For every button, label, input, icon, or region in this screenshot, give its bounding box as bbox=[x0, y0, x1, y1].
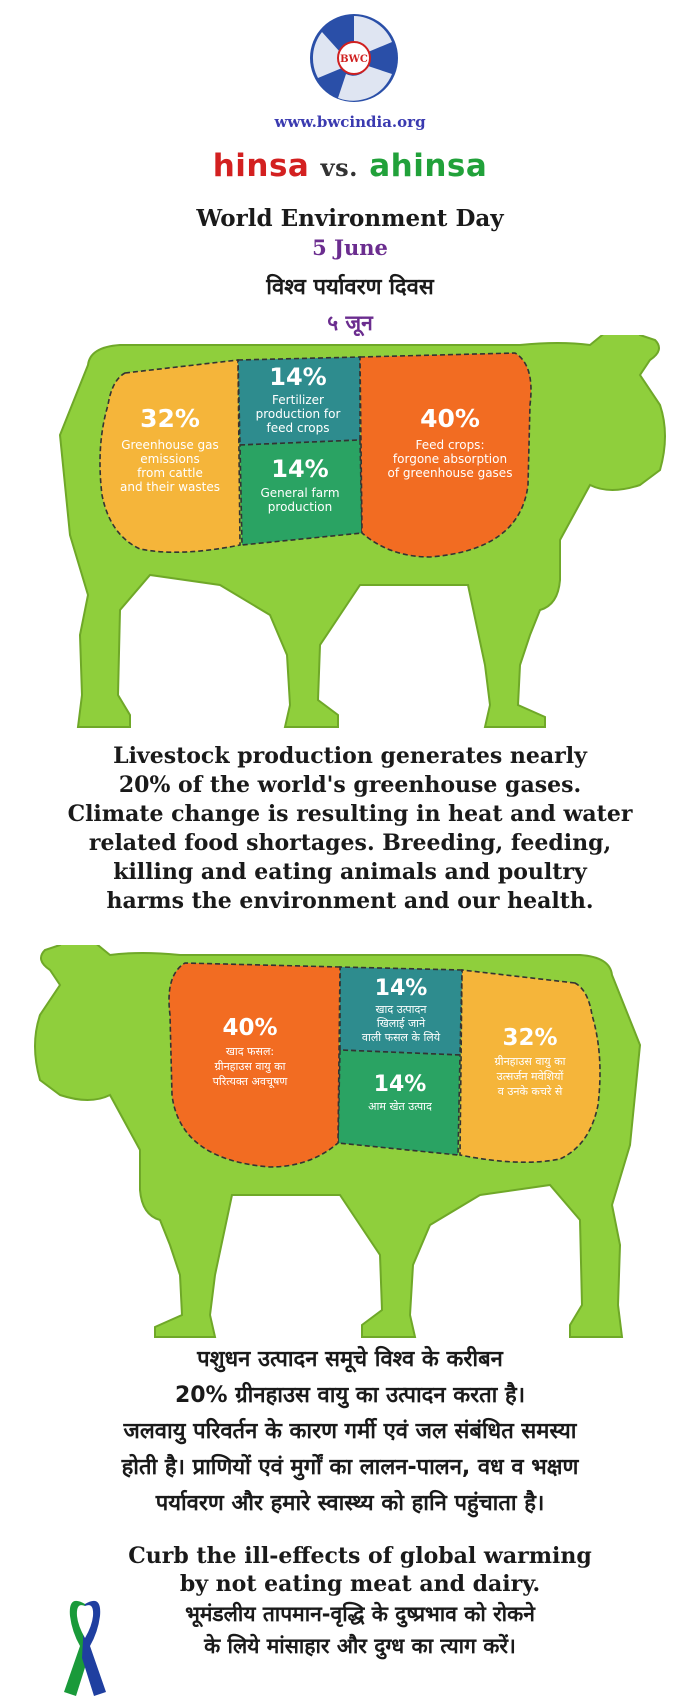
cow-en-emissions-line-3: from cattle bbox=[137, 466, 203, 480]
cow-hi-emissions-pct: 32% bbox=[502, 1025, 557, 1051]
cow-hi-feed-line-1: खाद फसल: bbox=[226, 1045, 274, 1058]
cow-en-feed-line-3: of greenhouse gases bbox=[388, 466, 513, 480]
cow-hi-fertilizer-pct: 14% bbox=[375, 976, 428, 1001]
cow-region-fertilizer-hi bbox=[339, 966, 463, 1056]
cow-hi-emissions-line-1: ग्रीनहाउस वायु का bbox=[495, 1055, 566, 1068]
cow-en-fertilizer-line-1: Fertilizer bbox=[272, 393, 324, 407]
headline-vs: vs. bbox=[320, 153, 358, 182]
awareness-ribbon-icon bbox=[64, 1600, 106, 1696]
cow-hi-feed-line-2: ग्रीनहाउस वायु का bbox=[215, 1060, 286, 1073]
bwc-logo-icon: BWC bbox=[310, 14, 398, 102]
event-date-hi: ५ जून bbox=[327, 311, 373, 335]
cow-diagram-en: 32% Greenhouse gas emissions from cattle… bbox=[58, 335, 666, 728]
cow-hi-fertilizer-line-1: खाद उत्पादन bbox=[376, 1003, 428, 1016]
paragraph-hi-line: जलवायु परिवर्तन के कारण गर्मी एवं जल संब… bbox=[123, 1419, 577, 1444]
paragraph-en-line: Livestock production generates nearly bbox=[113, 743, 587, 769]
cow-en-emissions-line-2: emissions bbox=[140, 452, 199, 466]
cow-en-farm-line-1: General farm bbox=[260, 486, 339, 500]
cow-en-feed-line-2: forgone absorption bbox=[393, 452, 507, 466]
cow-region-feed-hi bbox=[168, 962, 341, 1168]
paragraph-en-line: Climate change is resulting in heat and … bbox=[67, 801, 633, 827]
cow-en-emissions-line-4: and their wastes bbox=[120, 480, 220, 494]
cow-region-emissions-hi bbox=[459, 969, 601, 1163]
paragraph-hi: पशुधन उत्पादन समूचे विश्व के करीबन 20% ग… bbox=[0, 1342, 700, 1522]
cow-hi-feed-pct: 40% bbox=[222, 1015, 277, 1041]
cow-en-feed-pct: 40% bbox=[420, 404, 480, 433]
cow-en-fertilizer-line-2: production for bbox=[256, 407, 341, 421]
cow-en-feed-line-1: Feed crops: bbox=[416, 438, 485, 452]
headline-hinsa: hinsa bbox=[212, 148, 310, 184]
cow-region-farm-en bbox=[239, 439, 363, 546]
headline-ahinsa: ahinsa bbox=[369, 148, 488, 184]
closing-en-line: by not eating meat and dairy. bbox=[179, 1571, 541, 1597]
paragraph-en-line: harms the environment and our health. bbox=[106, 888, 594, 914]
paragraph-hi-line: 20% ग्रीनहाउस वायु का उत्पादन करता है। bbox=[174, 1383, 526, 1408]
cow-region-farm-hi bbox=[337, 1049, 461, 1156]
headline: hinsa vs. ahinsa bbox=[0, 148, 700, 184]
paragraph-hi-line: होती है। प्राणियों एवं मुर्गों का लालन-प… bbox=[121, 1455, 579, 1480]
paragraph-hi-line: पर्यावरण और हमारे स्वास्थ्य को हानि पहुं… bbox=[155, 1491, 545, 1516]
paragraph-en-line: related food shortages. Breeding, feedin… bbox=[88, 830, 612, 856]
closing-message: Curb the ill-effects of global warming b… bbox=[60, 1542, 660, 1662]
cow-region-feed-en bbox=[359, 352, 532, 558]
cow-hi-feed-line-3: परित्यक्त अवचूषण bbox=[213, 1075, 289, 1089]
closing-hi-line: के लिये मांसाहार और दुग्ध का त्याग करें। bbox=[204, 1634, 516, 1658]
site-url[interactable]: www.bwcindia.org bbox=[274, 113, 426, 131]
cow-en-farm-line-2: production bbox=[268, 500, 332, 514]
cow-en-fertilizer-line-3: feed crops bbox=[267, 421, 330, 435]
paragraph-en-line: killing and eating animals and poultry bbox=[113, 859, 587, 885]
closing-hi-line: भूमंडलीय तापमान-वृद्धि के दुष्प्रभाव को … bbox=[185, 1602, 535, 1626]
cow-en-farm-pct: 14% bbox=[271, 455, 328, 483]
event-title-en: World Environment Day bbox=[196, 205, 504, 232]
cow-hi-fertilizer-line-2: खिलाई जाने bbox=[377, 1017, 426, 1030]
cow-hi-farm-line-1: आम खेत उत्पाद bbox=[368, 1100, 432, 1113]
logo-text: BWC bbox=[340, 54, 368, 65]
closing-en-line: Curb the ill-effects of global warming bbox=[128, 1543, 592, 1569]
cow-en-emissions-line-1: Greenhouse gas bbox=[121, 438, 219, 452]
cow-diagram-hi: 40% खाद फसल: ग्रीनहाउस वायु का परित्यक्त… bbox=[34, 945, 642, 1338]
paragraph-en: Livestock production generates nearly 20… bbox=[0, 742, 700, 916]
cow-en-fertilizer-pct: 14% bbox=[269, 363, 326, 391]
cow-hi-farm-pct: 14% bbox=[374, 1072, 427, 1097]
cow-region-emissions-en bbox=[99, 359, 241, 553]
paragraph-en-line: 20% of the world's greenhouse gases. bbox=[118, 772, 582, 798]
cow-hi-emissions-line-3: व उनके कचरे से bbox=[498, 1085, 563, 1098]
paragraph-hi-line: पशुधन उत्पादन समूचे विश्व के करीबन bbox=[197, 1347, 503, 1372]
cow-hi-fertilizer-line-3: वाली फसल के लिये bbox=[362, 1031, 441, 1044]
cow-region-fertilizer-en bbox=[237, 356, 361, 446]
cow-en-emissions-pct: 32% bbox=[140, 404, 200, 433]
event-title-hi: विश्व पर्यावरण दिवस bbox=[266, 275, 434, 300]
event-date-en: 5 June bbox=[312, 235, 388, 260]
cow-hi-emissions-line-2: उत्सर्जन मवेशियों bbox=[497, 1070, 564, 1083]
